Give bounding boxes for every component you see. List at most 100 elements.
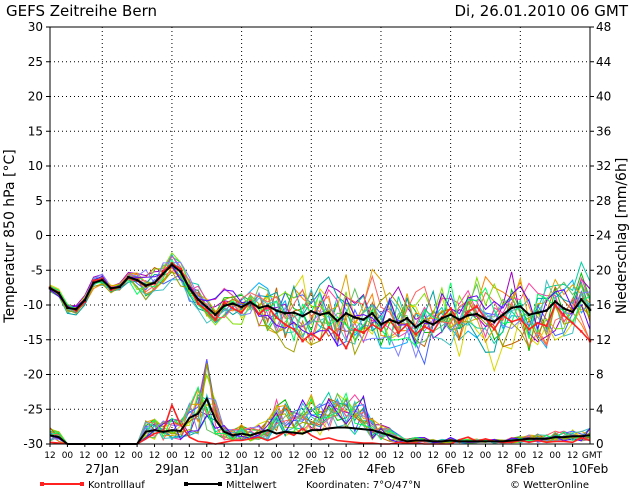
kontrolllauf-temperature-point: [562, 314, 566, 317]
kontrolllauf-temperature-point: [222, 301, 226, 304]
kontrolllauf-temperature-point: [292, 328, 296, 331]
date-label: 8Feb: [506, 462, 535, 476]
y-tick-label-left: -15: [23, 333, 43, 347]
y-tick-label-left: 5: [35, 194, 43, 208]
hour-tick-label: 00: [515, 451, 527, 461]
model-run-label: Di, 26.01.2010 06 GMT: [455, 2, 629, 20]
mittelwert-temperature-point: [475, 312, 478, 316]
gmt-label: GMT: [582, 451, 603, 461]
mittelwert-temperature-point: [397, 321, 400, 325]
hour-tick-label: 12: [323, 451, 334, 461]
hour-tick-label: 00: [236, 451, 248, 461]
kontrolllauf-temperature-point: [545, 324, 548, 328]
y-tick-label-left: -25: [23, 402, 43, 416]
mittelwert-temperature-point: [188, 287, 191, 290]
mittelwert-temperature-point: [580, 298, 583, 301]
legend-label-kontrolllauf: Kontrolllauf: [88, 480, 145, 490]
hour-tick-label: 12: [79, 451, 90, 461]
mittelwert-temperature-point: [519, 305, 522, 308]
y-tick-label-right: 8: [596, 368, 604, 382]
kontrolllauf-temperature-point: [449, 307, 452, 310]
hour-tick-label: 00: [375, 451, 387, 461]
mittelwert-temperature-point: [510, 306, 513, 309]
mittelwert-temperature-point: [92, 281, 95, 284]
date-label: 31Jan: [225, 462, 259, 476]
mittelwert-temperature-point: [135, 278, 139, 282]
kontrolllauf-temperature-point: [301, 339, 304, 343]
y-tick-label-left: -5: [31, 263, 43, 277]
kontrolllauf-temperature-point: [179, 267, 182, 271]
y-tick-label-left: -10: [23, 298, 43, 312]
hour-tick-label: 12: [567, 451, 578, 461]
kontrolllauf-temperature-point: [310, 332, 313, 335]
mittelwert-temperature-point: [179, 270, 182, 273]
kontrolllauf-temperature-point: [475, 305, 478, 308]
hour-tick-label: 00: [306, 451, 318, 461]
kontrolllauf-temperature-point: [240, 311, 243, 314]
mittelwert-temperature-point: [440, 317, 444, 320]
mittelwert-temperature-point: [144, 284, 148, 287]
mittelwert-temperature-point: [336, 319, 339, 323]
y-tick-label-right: 16: [596, 298, 611, 312]
y-tick-label-left: 15: [28, 124, 43, 138]
kontrolllauf-temperature-point: [458, 321, 461, 325]
kontrolllauf-temperature-point: [553, 303, 557, 307]
mittelwert-temperature-point: [414, 326, 418, 329]
mittelwert-temperature-point: [571, 310, 574, 314]
mittelwert-temperature-point: [283, 312, 287, 315]
y-tick-label-left: -20: [23, 368, 43, 382]
mittelwert-temperature-point: [83, 298, 87, 302]
kontrolllauf-temperature-point: [353, 328, 357, 331]
mittelwert-temperature-point: [458, 318, 461, 321]
kontrolllauf-temperature-point: [371, 323, 374, 326]
mittelwert-precipitation-line: [49, 396, 591, 445]
legend-marker: [40, 482, 44, 486]
kontrolllauf-temperature-point: [196, 302, 200, 305]
hour-tick-label: 00: [410, 451, 422, 461]
kontrolllauf-temperature-point: [327, 326, 330, 329]
mittelwert-temperature-point: [405, 317, 409, 320]
kontrolllauf-temperature-point: [397, 331, 400, 334]
mittelwert-temperature-point: [536, 311, 539, 314]
mittelwert-temperature-point: [101, 278, 104, 282]
hour-tick-label: 00: [549, 451, 561, 461]
mittelwert-temperature-point: [318, 313, 322, 316]
date-label: 10Feb: [572, 462, 609, 476]
mittelwert-temperature-point: [214, 313, 217, 316]
kontrolllauf-temperature-point: [519, 317, 522, 321]
mittelwert-temperature-point: [327, 311, 330, 314]
kontrolllauf-temperature-point: [109, 288, 113, 291]
kontrolllauf-temperature-point: [231, 307, 235, 310]
y-tick-label-right: 48: [596, 20, 611, 34]
left-axis: 30 25 20 15 10 5 0 -5 -10 -15 -20 -25 -30: [23, 20, 50, 451]
mittelwert-temperature-point: [492, 320, 496, 323]
mittelwert-temperature-point: [275, 309, 278, 312]
y-tick-label-left: 10: [28, 159, 43, 173]
kontrolllauf-temperature-point: [336, 333, 339, 337]
y-tick-label-left: 25: [28, 55, 43, 69]
kontrolllauf-temperature-point: [318, 338, 322, 341]
mittelwert-temperature-point: [292, 311, 296, 314]
mittelwert-temperature-point: [162, 272, 165, 275]
hour-tick-label: 00: [97, 451, 109, 461]
mittelwert-temperature-point: [127, 276, 130, 279]
kontrolllauf-temperature-point: [92, 279, 95, 282]
mittelwert-temperature-point: [553, 300, 557, 303]
date-label: 29Jan: [155, 462, 189, 476]
mittelwert-temperature-point: [484, 317, 487, 321]
hour-tick-label: 12: [462, 451, 473, 461]
kontrolllauf-temperature-point: [527, 328, 531, 331]
mittelwert-temperature-point: [449, 313, 452, 316]
hour-tick-label: 00: [445, 451, 457, 461]
mittelwert-temperature-point: [74, 307, 78, 311]
main-series: [48, 262, 592, 445]
kontrolllauf-temperature-point: [580, 330, 583, 333]
mittelwert-temperature-point: [344, 312, 348, 315]
mittelwert-temperature-point: [466, 314, 470, 317]
y-tick-label-left: 20: [28, 90, 43, 104]
y-tick-label-right: 20: [596, 263, 611, 277]
kontrolllauf-temperature-point: [101, 277, 104, 280]
mittelwert-temperature-point: [423, 319, 426, 323]
legend: Kontrolllauf Mittelwert Koordinaten: 7°O…: [40, 480, 589, 490]
